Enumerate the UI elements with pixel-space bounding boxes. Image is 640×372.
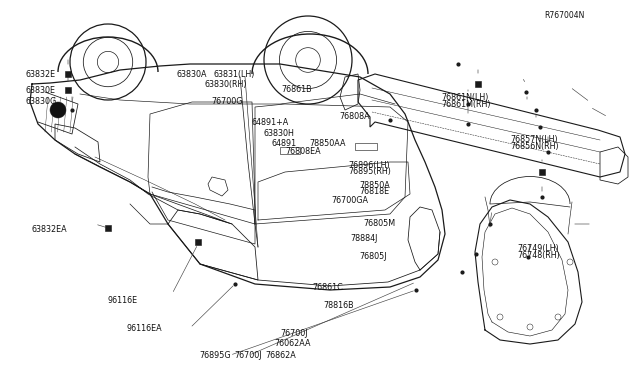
Text: 63830A: 63830A [177, 70, 207, 79]
Bar [105, 225, 111, 231]
Text: 76805M: 76805M [364, 219, 396, 228]
Bar [65, 87, 71, 93]
Text: 76861C: 76861C [312, 283, 343, 292]
Text: 78850A: 78850A [360, 182, 390, 190]
Text: 76062AA: 76062AA [275, 339, 312, 348]
Text: R767004N: R767004N [544, 11, 585, 20]
Text: 76748(RH): 76748(RH) [517, 251, 560, 260]
Text: 78850AA: 78850AA [310, 140, 346, 148]
Text: 76700J: 76700J [235, 351, 262, 360]
Text: 63832E: 63832E [26, 70, 56, 79]
Text: 76808EA: 76808EA [285, 147, 321, 156]
Text: 76857N(LH): 76857N(LH) [511, 135, 558, 144]
Circle shape [50, 102, 66, 118]
Bar [195, 239, 201, 245]
Text: 76896(LH): 76896(LH) [349, 161, 390, 170]
Bar [65, 71, 71, 77]
Text: 76700J: 76700J [281, 329, 308, 338]
Text: 76808A: 76808A [339, 112, 370, 121]
Text: 76861M(RH): 76861M(RH) [442, 100, 491, 109]
Text: 64891: 64891 [271, 140, 296, 148]
Text: 63831(LH): 63831(LH) [213, 70, 255, 79]
Text: 63830(RH): 63830(RH) [205, 80, 247, 89]
Text: 78884J: 78884J [351, 234, 378, 243]
Text: 76700GA: 76700GA [332, 196, 369, 205]
Text: 76895(RH): 76895(RH) [349, 167, 392, 176]
Text: 78816B: 78816B [324, 301, 355, 310]
Bar [539, 169, 545, 175]
Text: 76861N(LH): 76861N(LH) [442, 93, 489, 102]
Bar [280, 147, 300, 154]
Text: 76856N(RH): 76856N(RH) [511, 142, 559, 151]
Text: 64891+A: 64891+A [252, 118, 289, 127]
Text: 76805J: 76805J [360, 252, 387, 261]
Text: 96116E: 96116E [108, 296, 138, 305]
Bar [355, 143, 377, 150]
Text: 76861B: 76861B [282, 85, 312, 94]
Text: 96116EA: 96116EA [127, 324, 163, 333]
Text: 63830E: 63830E [26, 86, 56, 94]
Text: 76818E: 76818E [360, 187, 390, 196]
Bar [475, 81, 481, 87]
Text: 76862A: 76862A [265, 351, 296, 360]
Text: 76700G: 76700G [211, 97, 243, 106]
Text: 63832EA: 63832EA [32, 225, 68, 234]
Text: 63830H: 63830H [264, 129, 294, 138]
Text: 63830G: 63830G [26, 97, 57, 106]
Text: 76749(LH): 76749(LH) [517, 244, 559, 253]
Text: 76895G: 76895G [199, 351, 231, 360]
